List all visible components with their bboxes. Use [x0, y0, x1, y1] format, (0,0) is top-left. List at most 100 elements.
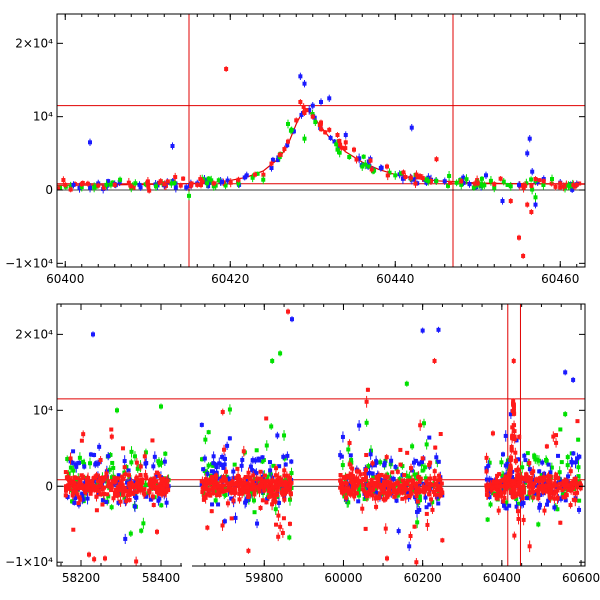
data-point — [281, 454, 286, 459]
data-point — [220, 489, 225, 494]
data-point — [541, 489, 546, 494]
data-point — [68, 187, 73, 192]
data-point — [104, 500, 109, 505]
data-point — [340, 490, 345, 495]
data-point — [108, 182, 113, 187]
data-point — [282, 468, 287, 473]
data-point — [144, 494, 149, 499]
data-point — [498, 484, 503, 489]
data-point — [94, 508, 99, 513]
data-point — [516, 467, 521, 472]
data-point — [382, 483, 387, 488]
data-point — [220, 410, 225, 415]
data-point — [479, 176, 484, 181]
data-point — [72, 489, 77, 494]
data-point — [250, 479, 255, 484]
data-point — [517, 182, 521, 187]
data-point — [122, 495, 127, 500]
data-point — [557, 470, 562, 475]
data-point — [344, 481, 349, 486]
data-point — [264, 443, 269, 448]
data-point — [227, 484, 232, 489]
data-point — [204, 178, 209, 183]
data-point — [114, 488, 119, 493]
data-point — [157, 180, 162, 185]
data-point — [106, 479, 111, 484]
data-point — [268, 472, 273, 477]
data-point — [163, 486, 168, 491]
data-point — [541, 182, 546, 187]
data-point — [109, 434, 114, 439]
data-point — [530, 483, 535, 488]
data-point — [109, 427, 114, 432]
data-point — [211, 181, 216, 186]
data-point — [289, 459, 294, 464]
data-point — [229, 490, 234, 495]
data-point — [552, 505, 557, 510]
data-point — [224, 469, 229, 474]
data-point — [162, 480, 167, 485]
data-point — [357, 487, 362, 492]
data-point — [63, 493, 68, 498]
data-point — [238, 482, 243, 487]
data-point — [501, 452, 506, 457]
data-point — [133, 181, 138, 186]
data-point — [110, 460, 115, 465]
data-point — [101, 476, 106, 481]
data-point — [374, 481, 379, 486]
data-point — [521, 254, 526, 258]
data-point — [499, 478, 504, 483]
data-point — [356, 479, 361, 484]
data-point — [97, 444, 102, 449]
data-point — [368, 481, 373, 486]
data-point — [348, 472, 353, 477]
data-point — [365, 387, 370, 392]
data-point — [134, 460, 139, 465]
data-point — [106, 179, 111, 184]
data-point — [400, 478, 405, 483]
data-point — [501, 179, 506, 184]
data-point — [459, 182, 464, 187]
data-point — [508, 463, 513, 468]
data-point — [379, 472, 384, 477]
data-point — [532, 455, 537, 460]
data-point — [338, 481, 343, 486]
data-point — [85, 496, 90, 501]
data-point — [103, 556, 107, 561]
data-point — [377, 495, 382, 500]
x-tick-label: 60460 — [541, 272, 579, 286]
data-point — [385, 482, 390, 487]
data-point — [127, 489, 132, 494]
data-point — [578, 481, 583, 486]
data-point — [128, 531, 133, 536]
data-point — [371, 486, 376, 491]
data-point — [554, 475, 559, 480]
data-point — [472, 181, 477, 186]
data-point — [209, 509, 214, 514]
data-point — [364, 494, 369, 499]
data-point — [231, 476, 236, 481]
data-point — [363, 526, 368, 531]
data-point — [559, 460, 564, 465]
data-point — [363, 478, 368, 483]
data-point — [508, 412, 513, 417]
data-point — [142, 454, 147, 459]
data-point — [414, 488, 419, 493]
data-point — [310, 114, 315, 119]
y-tick-label: 0 — [45, 183, 53, 197]
data-point — [575, 456, 580, 461]
data-point — [211, 454, 216, 459]
data-point — [409, 468, 414, 473]
data-point — [554, 440, 559, 445]
data-point — [542, 508, 547, 513]
data-point — [257, 489, 262, 494]
data-point — [418, 423, 423, 428]
data-point — [126, 180, 131, 185]
data-point — [245, 485, 250, 490]
data-point — [250, 468, 255, 473]
data-point — [250, 175, 255, 180]
data-point — [97, 460, 102, 465]
data-point — [223, 183, 228, 188]
data-point — [572, 491, 577, 496]
data-point — [78, 497, 83, 502]
